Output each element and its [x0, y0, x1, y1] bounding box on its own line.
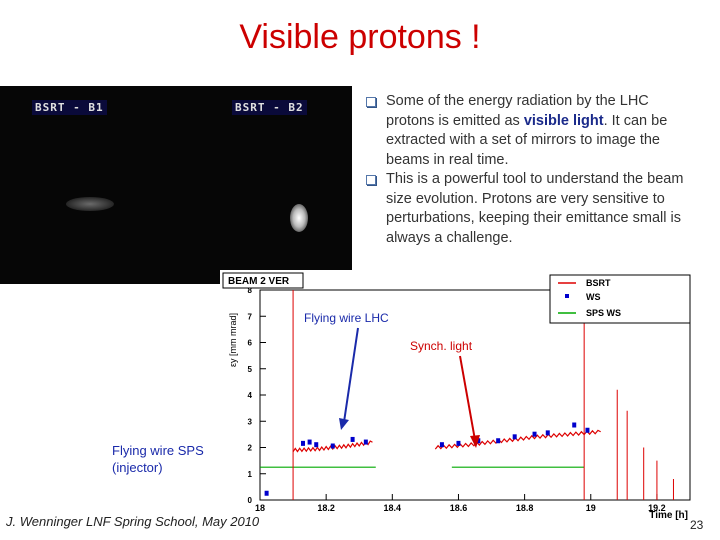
- x-tick-label: 18.8: [516, 503, 534, 513]
- y-tick-label: 8: [248, 286, 253, 295]
- annotation-synch-light: Synch. light: [410, 339, 473, 353]
- beam2-spot: [290, 204, 308, 232]
- legend-sps-ws: SPS WS: [586, 308, 621, 318]
- bullet-1-text: Some of the energy radiation by the LHC …: [386, 93, 649, 129]
- legend-ws: WS: [586, 292, 601, 302]
- y-tick-label: 4: [248, 391, 253, 400]
- bullet-item-2: This is a powerful tool to understand th…: [366, 170, 696, 248]
- y-tick-label: 7: [248, 312, 253, 321]
- series-ws-point: [301, 440, 305, 446]
- arrow-flying-wire-lhc: [339, 327, 359, 430]
- series-ws-point: [476, 438, 481, 444]
- y-tick-label: 2: [248, 444, 253, 453]
- beam1-spot: [66, 197, 114, 211]
- x-tick-label: 18.4: [384, 503, 402, 513]
- emittance-chart: 0 1 2 3 4 5 6 7 8 18 18.2 18.4 18.6 18.8 19 19.2 BEAM …: [220, 270, 696, 525]
- x-tick-label: 18.6: [450, 503, 468, 513]
- chart-title: BEAM 2 VER: [228, 276, 290, 287]
- bullet-2-text: This is a powerful tool to understand th…: [386, 171, 684, 246]
- legend-bsrt: BSRT: [586, 278, 611, 288]
- series-ws-point: [330, 443, 335, 449]
- y-tick-label: 3: [248, 417, 253, 426]
- y-tick-label: 5: [248, 365, 253, 374]
- series-ws-point: [545, 430, 550, 436]
- series-ws-point: [572, 422, 577, 428]
- series-ws-point: [532, 431, 537, 437]
- annotation-flying-wire-sps-line1: Flying wire SPS: [112, 443, 204, 458]
- y-tick-label: 1: [248, 470, 253, 479]
- bullet-1-highlight: visible light: [523, 112, 604, 129]
- series-ws-point: [585, 427, 590, 433]
- x-tick-label: 19: [586, 503, 596, 513]
- series-ws-point: [264, 490, 269, 496]
- series-ws-point: [512, 434, 517, 440]
- series-ws-point: [363, 439, 368, 445]
- bullet-box-icon: [366, 97, 376, 107]
- legend-ws-swatch: [565, 294, 569, 298]
- annotation-flying-wire-lhc: Flying wire LHC: [304, 311, 389, 325]
- annotation-flying-wire-sps-line2: (injector): [112, 460, 163, 475]
- series-ws-point: [456, 440, 461, 446]
- bullet-1-text-end: . It can be extracted with a set of mirr…: [386, 112, 668, 168]
- bsrt-camera-image: BSRT - B1 BSRT - B2: [0, 86, 352, 284]
- y-tick-label: 6: [248, 339, 253, 348]
- series-bsrt-line: [292, 440, 373, 453]
- chart-legend: BSRT WS SPS WS: [549, 274, 691, 324]
- series-ws-point: [439, 442, 444, 448]
- x-tick-label: 18: [255, 503, 265, 513]
- bullet-list: Some of the energy radiation by the LHC …: [366, 92, 696, 248]
- series-bsrt-line: [434, 429, 601, 450]
- series-ws-point: [350, 436, 355, 442]
- x-tick-label: 19.2: [648, 503, 666, 513]
- plot-frame: [259, 289, 691, 501]
- chart-title-box: [222, 272, 304, 289]
- camera-label-b2: BSRT - B2: [232, 100, 307, 115]
- arrow-synch-light: [459, 355, 480, 448]
- series-ws-point: [307, 439, 312, 445]
- page-number: 23: [690, 518, 704, 532]
- bullet-item-1: Some of the energy radiation by the LHC …: [366, 92, 696, 170]
- footer-credit: J. Wenninger LNF Spring School, May 2010: [6, 514, 260, 529]
- page-title: Visible protons !: [239, 18, 481, 56]
- y-tick-label: 0: [248, 496, 253, 505]
- x-tick-label: 18.2: [317, 503, 335, 513]
- series-ws-point: [496, 438, 501, 444]
- bullet-box-icon: [366, 175, 376, 185]
- annotation-flying-wire-sps: Flying wire SPS (injector): [112, 442, 204, 476]
- camera-label-b1: BSRT - B1: [32, 100, 107, 115]
- series-ws-point: [314, 442, 319, 448]
- y-axis-label: εy [mm mrad]: [228, 313, 238, 367]
- x-axis-label: Time [h]: [649, 510, 688, 521]
